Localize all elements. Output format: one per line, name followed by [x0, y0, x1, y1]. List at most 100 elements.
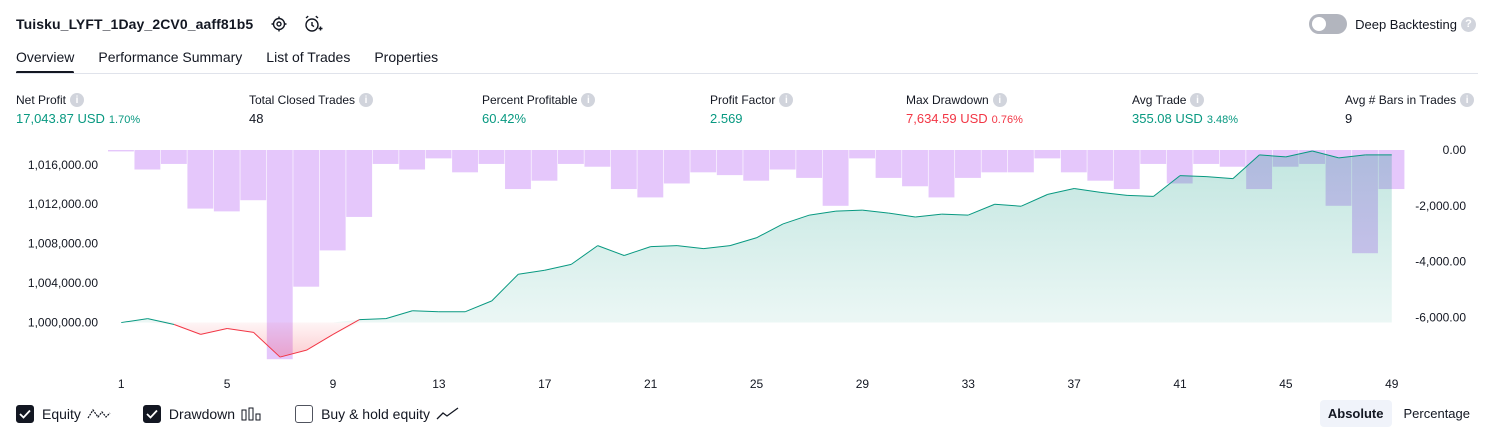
drawdown-bar	[875, 150, 902, 178]
drawdown-bar	[796, 150, 823, 178]
info-icon[interactable]: i	[1190, 93, 1205, 107]
drawdown-bar	[1113, 150, 1140, 190]
drawdown-bar	[134, 150, 161, 170]
drawdown-bar	[213, 150, 240, 212]
drawdown-bar	[1007, 150, 1034, 173]
equity-line-segment	[888, 212, 916, 218]
metric-label: Profit Factor	[710, 93, 776, 107]
right-axis-label: -2,000.00	[1415, 199, 1466, 213]
tab-overview[interactable]: Overview	[16, 46, 75, 74]
equity-line-segment	[412, 310, 439, 313]
equity-line-segment	[1338, 154, 1366, 159]
info-icon[interactable]: i	[1460, 93, 1475, 107]
equity-line-segment	[518, 269, 545, 275]
equity-line-segment	[1259, 154, 1286, 158]
equity-line-segment	[729, 237, 757, 247]
legend-equity[interactable]: Equity	[16, 405, 111, 423]
deep-backtesting-toggle[interactable]	[1309, 14, 1348, 34]
equity-line-segment	[253, 332, 281, 358]
deep-backtesting-label: Deep Backtesting	[1355, 16, 1457, 32]
drawdown-bar	[372, 150, 399, 164]
equity-line-segment	[1206, 176, 1233, 180]
mode-switch: Absolute Percentage	[1316, 400, 1478, 427]
equity-line-segment	[650, 245, 678, 248]
tab-properties[interactable]: Properties	[374, 49, 439, 65]
equity-line-segment	[121, 318, 148, 324]
equity-line-segment	[994, 203, 1022, 207]
settings-gear-icon[interactable]	[269, 14, 289, 34]
equity-line-segment	[200, 327, 228, 335]
equity-line-segment	[332, 319, 360, 335]
x-axis-label: 33	[962, 377, 976, 391]
left-axis: 1,016,000.00 1,012,000.00 1,008,000.00 1,00…	[28, 158, 98, 330]
help-icon[interactable]: ?	[1461, 16, 1476, 32]
metric-label: Avg Trade	[1132, 93, 1187, 107]
metric-net-profit: Net Profit i 17,043.87 USD 1.70%	[16, 93, 140, 126]
chart-legend: Equity Drawdown Buy & hold equity	[16, 403, 492, 425]
drawdown-bar	[849, 150, 876, 159]
metric-avg-trade: Avg Trade i 355.08 USD 3.48%	[1132, 93, 1238, 126]
left-axis-label: 1,012,000.00	[28, 197, 98, 211]
metric-value: 17,043.87 USD	[16, 111, 105, 126]
x-axis: 1 5 9 13 17 21 25 29 33 37 41 45 49	[118, 377, 1399, 391]
absolute-button[interactable]: Absolute	[1319, 400, 1392, 427]
drawdown-bar	[557, 150, 584, 164]
drawdown-bar	[1219, 150, 1246, 167]
drawdown-bar	[610, 150, 637, 190]
left-axis-label: 1,016,000.00	[28, 158, 98, 172]
x-axis-label: 37	[1067, 377, 1081, 391]
x-axis-label: 49	[1385, 377, 1399, 391]
equity-checkbox[interactable]	[16, 405, 34, 423]
equity-line-segment	[941, 213, 969, 216]
info-icon[interactable]: i	[581, 93, 596, 107]
equity-area-positive	[121, 150, 1392, 323]
equity-line-icon	[87, 407, 111, 421]
metric-percent-profitable: Percent Profitable i 60.42%	[482, 93, 596, 126]
equity-line-segment	[835, 209, 863, 212]
equity-line-segment	[809, 210, 836, 216]
info-icon[interactable]: i	[992, 93, 1007, 107]
x-axis-label: 29	[856, 377, 870, 391]
equity-area	[121, 150, 1392, 358]
info-icon[interactable]: i	[359, 93, 374, 107]
equity-line-segment	[597, 245, 625, 256]
drawdown-bar	[637, 150, 664, 198]
info-icon[interactable]: i	[70, 93, 85, 107]
x-axis-label: 41	[1173, 377, 1187, 391]
equity-line-segment	[915, 213, 942, 218]
right-axis-label: 0.00	[1443, 143, 1467, 157]
equity-line-segment	[1179, 175, 1207, 178]
tab-list-of-trades[interactable]: List of Trades	[266, 49, 351, 65]
drawdown-checkbox[interactable]	[142, 405, 161, 423]
left-axis-label: 1,000,000.00	[28, 316, 98, 330]
drawdown-bar	[160, 150, 187, 164]
equity-line-segment	[1127, 194, 1154, 197]
x-axis-label: 21	[644, 377, 658, 391]
equity-line-segment	[1100, 191, 1128, 196]
legend-drawdown[interactable]: Drawdown	[142, 405, 263, 423]
equity-line-segment	[1153, 175, 1181, 197]
equity-drawdown-chart[interactable]: 1,016,000.00 1,012,000.00 1,008,000.00 1,00…	[0, 140, 1494, 395]
equity-line-segment	[359, 318, 386, 321]
left-axis-label: 1,008,000.00	[28, 237, 98, 251]
equity-line-segment	[677, 245, 704, 250]
drawdown-bar	[1193, 150, 1220, 164]
info-icon[interactable]: i	[779, 93, 794, 107]
equity-line-segment	[862, 209, 889, 214]
metric-label: Avg # Bars in Trades	[1345, 93, 1457, 107]
drawdown-bar	[981, 150, 1008, 173]
metric-total-closed-trades: Total Closed Trades i 48	[249, 93, 374, 126]
equity-line-segment	[227, 327, 254, 333]
legend-buy-hold[interactable]: Buy & hold equity	[295, 405, 460, 423]
buy-hold-checkbox[interactable]	[295, 405, 314, 423]
equity-line-segment	[968, 203, 995, 216]
strategy-title: Tuisku_LYFT_1Day_2CV0_aaff81b5	[16, 16, 254, 32]
metric-profit-factor: Profit Factor i 2.569	[710, 93, 794, 126]
metric-label: Max Drawdown	[906, 93, 989, 107]
percentage-button[interactable]: Percentage	[1403, 406, 1471, 421]
drawdown-bar	[690, 150, 717, 173]
metric-value: 2.569	[710, 111, 743, 126]
drawdown-bar	[584, 150, 611, 167]
add-alert-clock-icon[interactable]	[303, 14, 323, 34]
tab-performance-summary[interactable]: Performance Summary	[98, 49, 243, 65]
